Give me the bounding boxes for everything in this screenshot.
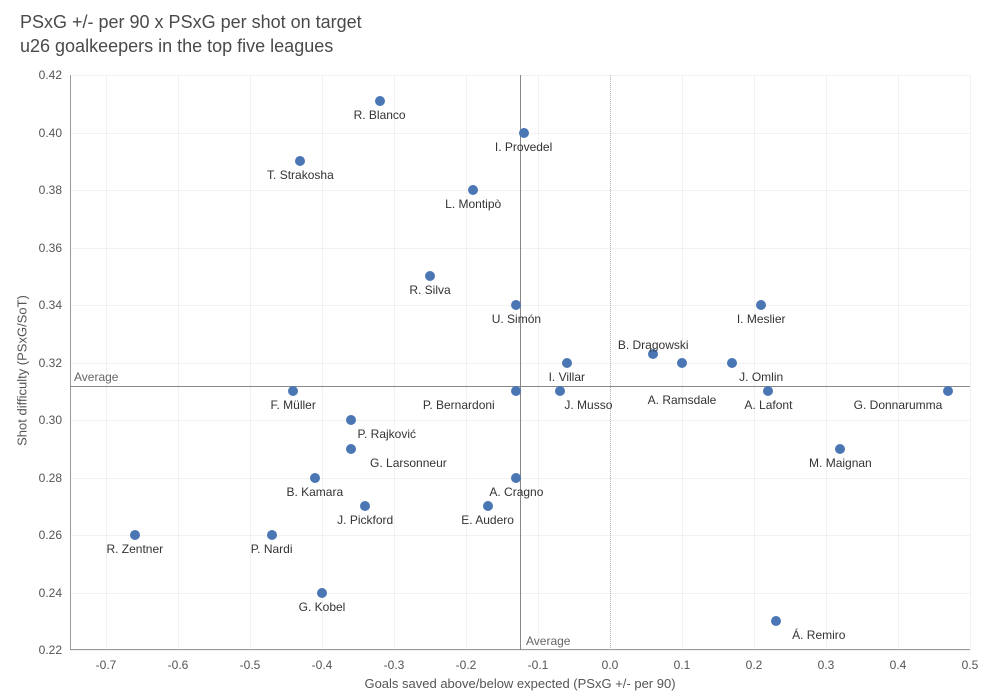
data-point-label: B. Drągowski — [618, 338, 689, 352]
data-point — [677, 358, 687, 368]
data-point-label: I. Villar — [549, 370, 585, 384]
avg-x-line — [520, 75, 521, 650]
data-point-label: A. Ramsdale — [648, 393, 717, 407]
data-point — [511, 386, 521, 396]
data-point — [425, 271, 435, 281]
x-tick-label: 0.2 — [746, 658, 763, 672]
data-point — [511, 300, 521, 310]
data-point — [346, 415, 356, 425]
data-point — [360, 501, 370, 511]
data-point-label: J. Omlin — [739, 370, 783, 384]
data-point-label: U. Simón — [492, 312, 541, 326]
chart-title-line1: PSxG +/- per 90 x PSxG per shot on targe… — [20, 10, 362, 34]
data-point-label: P. Nardi — [251, 542, 293, 556]
data-point-label: M. Maignan — [809, 456, 872, 470]
data-point-label: R. Zentner — [106, 542, 163, 556]
data-point — [756, 300, 766, 310]
data-point — [295, 156, 305, 166]
x-tick-label: 0.4 — [890, 658, 907, 672]
data-point — [130, 530, 140, 540]
y-axis-line — [70, 75, 71, 650]
data-point — [511, 473, 521, 483]
y-tick-label: 0.36 — [39, 241, 62, 255]
plot-area: R. Blanco I. Provedel T. Strakosha L. Monti… — [70, 75, 970, 650]
y-tick-label: 0.30 — [39, 413, 62, 427]
data-point-label: Á. Remiro — [792, 628, 845, 642]
data-point-label: T. Strakosha — [267, 168, 334, 182]
chart-title-block: PSxG +/- per 90 x PSxG per shot on targe… — [20, 10, 362, 59]
x-gridline — [970, 75, 971, 650]
chart-title-line2: u26 goalkeepers in the top five leagues — [20, 34, 362, 58]
avg-y-label: Average — [74, 370, 118, 384]
y-tick-label: 0.34 — [39, 298, 62, 312]
data-point — [346, 444, 356, 454]
data-point — [771, 616, 781, 626]
data-point-label: I. Provedel — [495, 140, 552, 154]
data-point — [468, 185, 478, 195]
data-point — [555, 386, 565, 396]
x-tick-label: -0.3 — [384, 658, 405, 672]
x-tick-label: -0.6 — [168, 658, 189, 672]
x-tick-label: -0.1 — [528, 658, 549, 672]
data-point — [310, 473, 320, 483]
y-tick-label: 0.40 — [39, 126, 62, 140]
data-point — [288, 386, 298, 396]
y-tick-label: 0.26 — [39, 528, 62, 542]
data-point-label: E. Audero — [461, 513, 514, 527]
data-point — [317, 588, 327, 598]
x-tick-label: -0.4 — [312, 658, 333, 672]
data-point — [727, 358, 737, 368]
data-point — [562, 358, 572, 368]
data-point — [763, 386, 773, 396]
y-tick-label: 0.24 — [39, 586, 62, 600]
y-tick-label: 0.32 — [39, 356, 62, 370]
data-point-label: L. Montipò — [445, 197, 501, 211]
data-point — [835, 444, 845, 454]
chart-container: PSxG +/- per 90 x PSxG per shot on targe… — [0, 0, 1000, 700]
data-point — [483, 501, 493, 511]
x-tick-label: -0.7 — [96, 658, 117, 672]
data-point-label: R. Blanco — [354, 108, 406, 122]
data-point — [267, 530, 277, 540]
data-point-label: I. Meslier — [737, 312, 786, 326]
x-tick-label: -0.5 — [240, 658, 261, 672]
data-point-label: P. Rajković — [358, 427, 416, 441]
data-point-label: G. Donnarumma — [854, 398, 943, 412]
data-point-label: P. Bernardoni — [423, 398, 495, 412]
data-point-label: R. Silva — [409, 283, 450, 297]
y-axis-title: Shot difficulty (PSxG/SoT) — [15, 295, 30, 446]
y-tick-label: 0.28 — [39, 471, 62, 485]
y-tick-label: 0.38 — [39, 183, 62, 197]
xzero-line — [610, 75, 611, 650]
data-point-label: G. Kobel — [299, 600, 346, 614]
y-tick-label: 0.42 — [39, 68, 62, 82]
data-point-label: F. Müller — [271, 398, 316, 412]
y-gridline — [70, 650, 970, 651]
data-point-label: A. Lafont — [744, 398, 792, 412]
data-point — [519, 128, 529, 138]
data-point — [943, 386, 953, 396]
x-tick-label: 0.5 — [962, 658, 979, 672]
x-axis-title: Goals saved above/below expected (PSxG +… — [364, 676, 675, 691]
x-tick-label: 0.3 — [818, 658, 835, 672]
data-point-label: J. Pickford — [337, 513, 393, 527]
x-tick-label: 0.1 — [674, 658, 691, 672]
y-tick-label: 0.22 — [39, 643, 62, 657]
data-point-label: B. Kamara — [286, 485, 343, 499]
x-tick-label: 0.0 — [602, 658, 619, 672]
x-tick-label: -0.2 — [456, 658, 477, 672]
avg-x-label: Average — [526, 634, 570, 648]
data-point-label: G. Larsonneur — [370, 456, 447, 470]
data-point-label: A. Cragno — [489, 485, 543, 499]
data-point — [375, 96, 385, 106]
data-point-label: J. Musso — [564, 398, 612, 412]
